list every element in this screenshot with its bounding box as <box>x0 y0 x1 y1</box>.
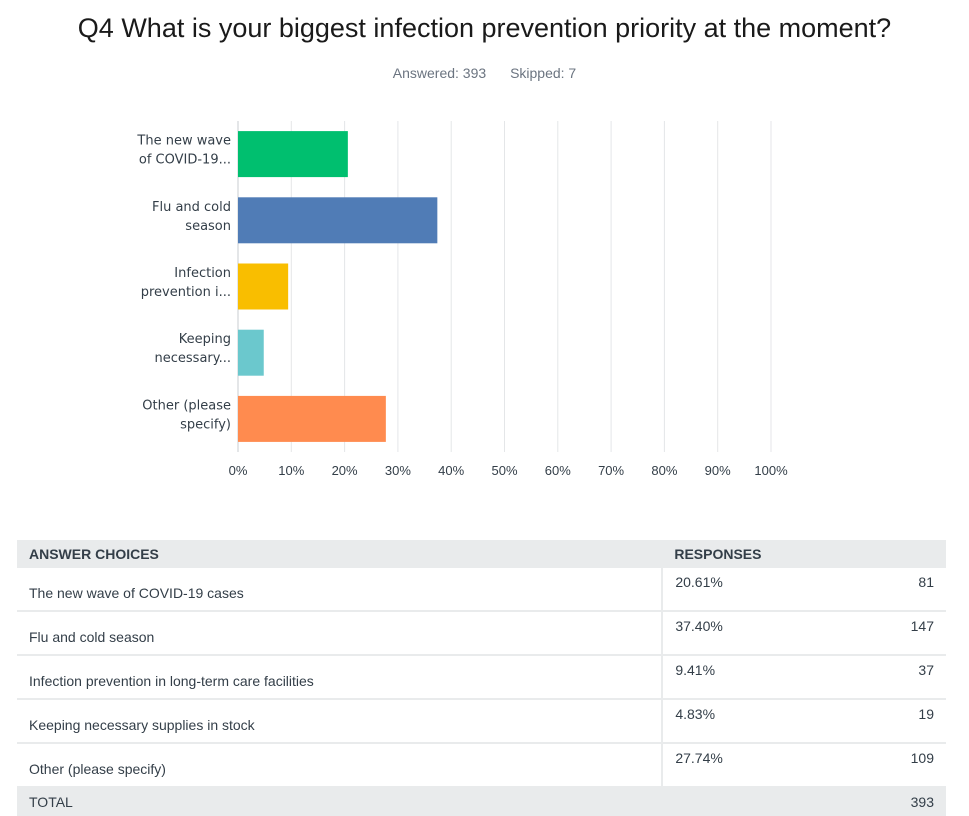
response-count: 109 <box>847 743 946 788</box>
x-tick-label: 30% <box>385 463 411 478</box>
response-stats: Answered: 393 Skipped: 7 <box>0 65 969 81</box>
x-tick-label: 70% <box>598 463 624 478</box>
bar <box>238 263 289 310</box>
category-label: Infection prevention i... <box>141 266 231 300</box>
answer-choice: Keeping necessary supplies in stock <box>17 699 663 744</box>
x-tick-label: 50% <box>491 463 517 478</box>
x-tick-label: 80% <box>651 463 677 478</box>
category-label: Flu and cold season <box>152 200 231 234</box>
x-tick-label: 0% <box>229 463 248 478</box>
x-tick-label: 90% <box>705 463 731 478</box>
x-tick-label: 100% <box>754 463 788 478</box>
category-label: Keeping necessary... <box>155 332 231 366</box>
bar <box>238 197 438 244</box>
x-tick-label: 60% <box>545 463 571 478</box>
table-row: The new wave of COVID-19 cases 20.61% 81 <box>17 568 946 612</box>
table-row: Infection prevention in long-term care f… <box>17 655 946 700</box>
response-count: 19 <box>847 699 946 744</box>
total-count: 393 <box>847 787 946 816</box>
answered-count: Answered: 393 <box>392 65 487 81</box>
bar <box>238 395 386 442</box>
table-row: Other (please specify) 27.74% 109 <box>17 743 946 788</box>
responses-header: RESPONSES <box>662 540 946 568</box>
response-count: 37 <box>847 655 946 700</box>
x-tick-label: 10% <box>278 463 304 478</box>
answer-choice: Other (please specify) <box>17 743 663 788</box>
x-tick-label: 40% <box>438 463 464 478</box>
skipped-count: Skipped: 7 <box>510 65 577 81</box>
response-percent: 27.74% <box>661 743 848 788</box>
total-spacer <box>661 787 848 816</box>
question-title: Q4 What is your biggest infection preven… <box>77 13 892 43</box>
response-count: 81 <box>847 568 946 612</box>
category-label: Other (please specify) <box>142 398 231 432</box>
x-tick-label: 20% <box>332 463 358 478</box>
responses-table: ANSWER CHOICES RESPONSES The new wave of… <box>17 540 946 816</box>
bar-chart: 0% 10% 20% 30% 40% 50% 60% 70% 80% 90% 100% The new… <box>136 121 788 478</box>
response-percent: 9.41% <box>661 655 848 700</box>
total-row: TOTAL 393 <box>17 787 946 816</box>
table-row: Flu and cold season 37.40% 147 <box>17 611 946 656</box>
category-label: The new wave of COVID-19... <box>136 134 231 168</box>
answer-choice: Flu and cold season <box>17 611 663 656</box>
bar <box>238 131 348 178</box>
response-percent: 4.83% <box>661 699 848 744</box>
total-label: TOTAL <box>17 787 663 816</box>
table-row: Keeping necessary supplies in stock 4.83… <box>17 699 946 744</box>
response-count: 147 <box>847 611 946 656</box>
answer-choice: The new wave of COVID-19 cases <box>17 568 663 612</box>
response-percent: 20.61% <box>661 568 848 612</box>
answer-choices-header: ANSWER CHOICES <box>17 540 663 568</box>
answer-choice: Infection prevention in long-term care f… <box>17 655 663 700</box>
table-header-row: ANSWER CHOICES RESPONSES <box>17 540 946 568</box>
bar <box>238 329 264 376</box>
response-percent: 37.40% <box>661 611 848 656</box>
